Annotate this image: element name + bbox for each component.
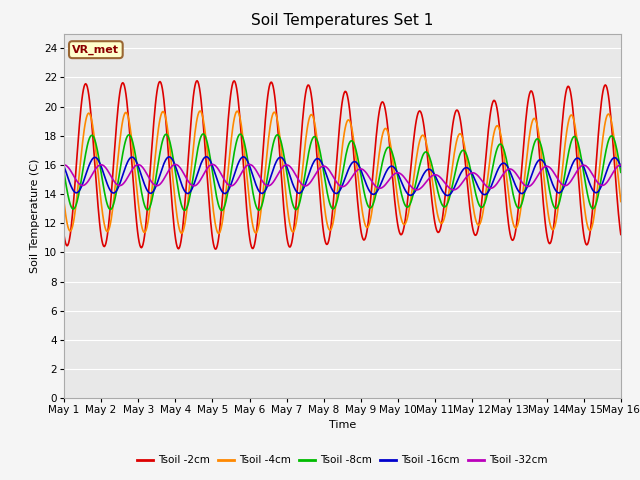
Text: VR_met: VR_met (72, 45, 119, 55)
Tsoil -2cm (212, 246, 220, 252)
Tsoil -16cm (411, 189, 419, 195)
Line: Tsoil -16cm: Tsoil -16cm (64, 157, 621, 195)
Tsoil -16cm (127, 155, 135, 160)
Tsoil -16cm (70, 189, 78, 194)
Tsoil -4cm (412, 161, 419, 167)
Tsoil -16cm (203, 154, 211, 160)
Line: Tsoil -32cm: Tsoil -32cm (64, 165, 621, 190)
Tsoil -4cm (70, 216, 78, 222)
Tsoil -2cm (215, 233, 223, 239)
Tsoil -4cm (184, 198, 192, 204)
Tsoil -2cm (193, 78, 201, 84)
Tsoil -2cm (428, 197, 436, 203)
Tsoil -2cm (412, 122, 419, 128)
Tsoil -2cm (60, 232, 68, 238)
Tsoil -4cm (215, 230, 223, 236)
Tsoil -8cm (184, 202, 192, 207)
Tsoil -32cm (428, 174, 435, 180)
Tsoil -16cm (60, 164, 68, 169)
Tsoil -32cm (127, 168, 135, 174)
Title: Soil Temperatures Set 1: Soil Temperatures Set 1 (252, 13, 433, 28)
Tsoil -16cm (214, 180, 222, 186)
Tsoil -2cm (127, 153, 135, 158)
Line: Tsoil -8cm: Tsoil -8cm (64, 134, 621, 211)
Tsoil -4cm (196, 108, 204, 114)
Tsoil -4cm (428, 175, 436, 180)
Tsoil -32cm (60, 162, 68, 168)
Tsoil -8cm (200, 131, 207, 137)
Line: Tsoil -2cm: Tsoil -2cm (64, 81, 621, 249)
Tsoil -2cm (184, 159, 192, 165)
Tsoil -8cm (428, 162, 436, 168)
Tsoil -8cm (218, 208, 226, 214)
Tsoil -32cm (184, 178, 192, 184)
Tsoil -8cm (127, 135, 135, 141)
Tsoil -2cm (617, 231, 625, 237)
Tsoil -8cm (617, 169, 625, 175)
Tsoil -16cm (617, 164, 625, 169)
Tsoil -16cm (184, 191, 192, 196)
Tsoil -8cm (214, 201, 222, 206)
Tsoil -4cm (60, 199, 68, 204)
Tsoil -8cm (70, 206, 78, 212)
X-axis label: Time: Time (329, 420, 356, 430)
Tsoil -2cm (70, 192, 78, 198)
Tsoil -8cm (60, 169, 68, 175)
Tsoil -32cm (617, 162, 625, 168)
Tsoil -4cm (617, 199, 625, 204)
Tsoil -32cm (450, 187, 458, 193)
Y-axis label: Soil Temperature (C): Soil Temperature (C) (29, 159, 40, 273)
Tsoil -4cm (127, 134, 135, 140)
Tsoil -32cm (214, 166, 222, 172)
Tsoil -32cm (411, 187, 419, 192)
Tsoil -32cm (209, 162, 216, 168)
Legend: Tsoil -2cm, Tsoil -4cm, Tsoil -8cm, Tsoil -16cm, Tsoil -32cm: Tsoil -2cm, Tsoil -4cm, Tsoil -8cm, Tsoi… (133, 451, 552, 469)
Tsoil -8cm (412, 181, 419, 187)
Tsoil -32cm (70, 174, 78, 180)
Tsoil -16cm (444, 192, 451, 198)
Tsoil -4cm (214, 230, 222, 236)
Tsoil -16cm (428, 167, 435, 173)
Line: Tsoil -4cm: Tsoil -4cm (64, 111, 621, 233)
